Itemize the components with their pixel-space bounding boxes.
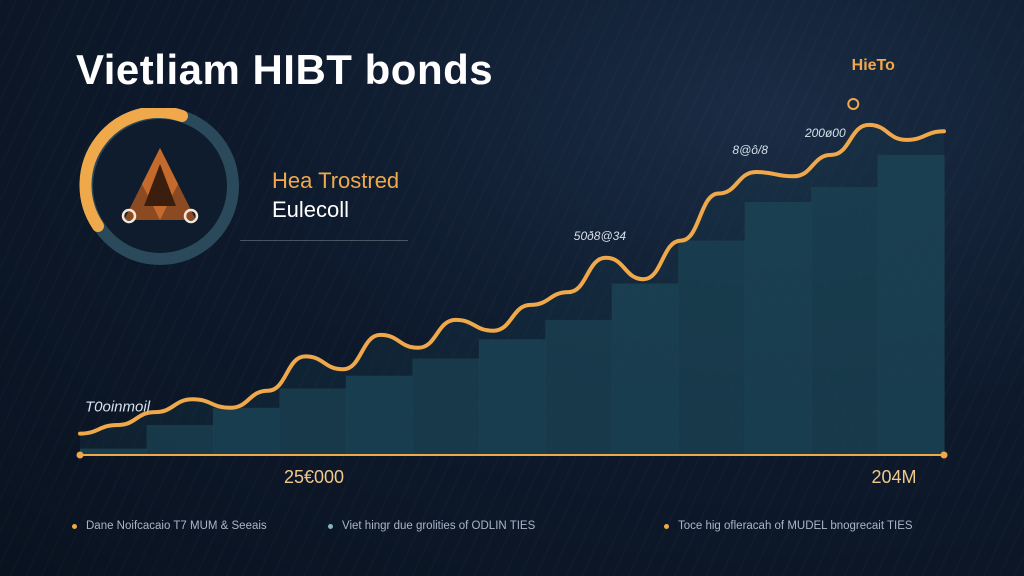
peak-marker-label: HieTo	[852, 57, 895, 74]
legend-label: Toce hig ofleracah of MUDEL bnogrecait T…	[678, 520, 913, 532]
badge-ring	[79, 108, 239, 265]
area-fill	[80, 124, 944, 456]
x-axis-end-dot	[940, 451, 948, 459]
legend-dot	[328, 523, 333, 529]
band-bar	[279, 388, 347, 455]
legend-dot	[72, 523, 77, 529]
badge-label-secondary: Eulecoll	[272, 197, 350, 222]
x-tick-end: 204M	[871, 467, 916, 487]
peak-marker-pin	[847, 98, 860, 110]
legend-item: Viet hingr due grolities of ODLIN TIES	[328, 520, 535, 532]
band-bar	[611, 283, 679, 455]
badge-label-primary: Hea Trostred	[272, 168, 400, 193]
band-bar	[811, 187, 879, 455]
band-bar	[146, 425, 214, 455]
legend: Dane Noifcacaio T7 MUM & Seeais Viet hin…	[0, 520, 1024, 540]
point-annotation: T0oinmoil	[85, 399, 151, 416]
band-bar	[877, 154, 945, 455]
point-annotation: 50ð8@34	[574, 229, 627, 243]
x-axis-start-dot	[76, 451, 84, 459]
band-bar	[80, 448, 147, 455]
series-line	[78, 122, 946, 436]
point-annotation: 8@ô/8	[732, 143, 768, 157]
band-bar	[744, 202, 812, 455]
band-bar	[212, 407, 280, 455]
band-bar	[345, 375, 413, 455]
badge	[74, 108, 254, 288]
triangle-logo-icon	[121, 148, 199, 224]
legend-item: Dane Noifcacaio T7 MUM & Seeais	[72, 520, 267, 532]
legend-label: Viet hingr due grolities of ODLIN TIES	[342, 520, 536, 532]
legend-dot	[664, 523, 669, 529]
badge-divider	[240, 240, 408, 241]
band-bar	[478, 339, 546, 455]
legend-item: Toce hig ofleracah of MUDEL bnogrecait T…	[664, 520, 913, 532]
legend-label: Dane Noifcacaio T7 MUM & Seeais	[86, 520, 267, 532]
x-tick-start: 25€000	[284, 467, 344, 487]
band-bar	[545, 319, 613, 455]
band-bar	[412, 358, 480, 455]
point-annotation: 200ø00	[804, 126, 846, 140]
page-title: Vietliam HIBT bonds	[76, 46, 494, 93]
band-bar	[678, 240, 746, 455]
